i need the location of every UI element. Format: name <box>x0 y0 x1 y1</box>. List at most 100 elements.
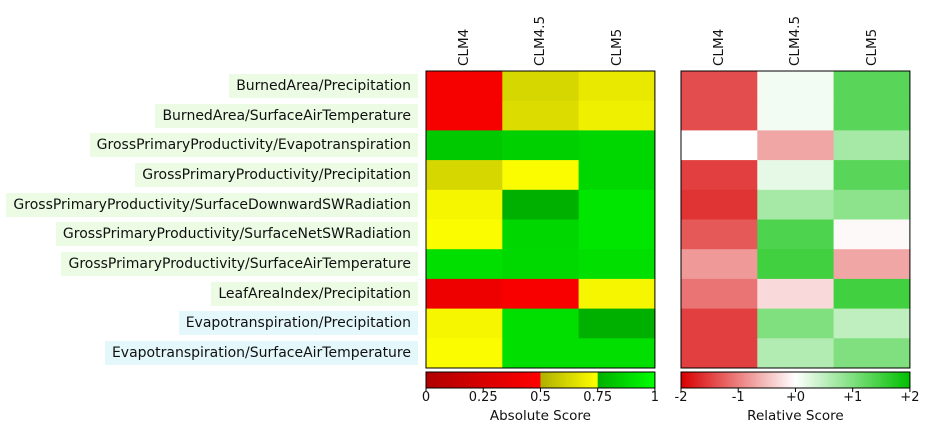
abs-colorbar-segment <box>472 372 475 388</box>
abs-colorbar-segment <box>587 372 589 388</box>
rel-colorbar-segment <box>816 372 818 388</box>
rel-colorbar-segment <box>832 372 835 388</box>
abs-colorbar-segment <box>508 372 510 388</box>
rel-colorbar-segment <box>907 372 910 388</box>
absolute-colorbar-title: Absolute Score <box>489 408 591 424</box>
abs-colorbar-segment <box>596 372 599 388</box>
rel-cell <box>681 189 758 220</box>
abs-cell <box>578 189 656 220</box>
rel-colorbar-segment <box>812 372 814 388</box>
abs-colorbar-segment <box>632 372 634 388</box>
abs-colorbar-segment <box>635 372 637 388</box>
abs-colorbar-segment <box>450 372 453 388</box>
abs-colorbar-segment <box>459 372 461 388</box>
abs-colorbar-segment <box>573 372 576 388</box>
rel-colorbar-segment <box>845 372 848 388</box>
abs-colorbar-segment <box>497 372 500 388</box>
abs-colorbar-segment <box>466 372 469 388</box>
rel-colorbar-segment <box>734 372 736 388</box>
rel-colorbar-segment <box>721 372 724 388</box>
rel-colorbar-segment <box>749 372 752 388</box>
rel-colorbar-segment <box>699 372 702 388</box>
abs-colorbar-segment <box>607 372 609 388</box>
rel-colorbar-segment <box>781 372 784 388</box>
abs-colorbar-segment <box>616 372 619 388</box>
abs-colorbar-segment <box>638 372 640 388</box>
abs-cell <box>502 160 580 191</box>
abs-colorbar-segment <box>452 372 454 388</box>
abs-colorbar-segment <box>537 372 539 388</box>
rel-colorbar-segment <box>698 372 701 388</box>
rel-colorbar-segment <box>723 372 726 388</box>
rel-colorbar-segment <box>712 372 714 388</box>
abs-colorbar-segment <box>564 372 567 388</box>
rel-colorbar-segment <box>762 372 764 388</box>
rel-cell <box>681 71 758 102</box>
rel-cell <box>757 100 835 131</box>
abs-colorbar-segment <box>558 372 560 388</box>
row-label: GrossPrimaryProductivity/SurfaceDownward… <box>6 192 418 217</box>
rel-colorbar-segment <box>777 372 780 388</box>
abs-colorbar-segment <box>602 372 605 388</box>
abs-colorbar-segment <box>467 372 470 388</box>
rel-colorbar-segment <box>761 372 763 388</box>
rel-colorbar-segment <box>858 372 861 388</box>
rel-colorbar-segment <box>779 372 782 388</box>
abs-colorbar-segment <box>473 372 476 388</box>
abs-colorbar-segment <box>621 372 624 388</box>
rel-colorbar-tick-label: -1 <box>731 390 745 405</box>
abs-colorbar-segment <box>548 372 551 388</box>
abs-colorbar-segment <box>611 372 613 388</box>
rel-colorbar-segment <box>862 372 864 388</box>
abs-colorbar-segment <box>525 372 528 388</box>
abs-colorbar-segment <box>471 372 474 388</box>
abs-colorbar-segment <box>487 372 490 388</box>
abs-colorbar-segment <box>575 372 578 388</box>
row-label: LeafAreaIndex/Precipitation <box>211 281 418 306</box>
abs-colorbar-segment <box>652 372 655 388</box>
abs-colorbar-segment <box>598 372 601 388</box>
abs-colorbar-segment <box>486 372 488 388</box>
absolute-heatmap-frame <box>425 70 656 369</box>
abs-colorbar-segment <box>553 372 556 388</box>
abs-colorbar-segment <box>514 372 517 388</box>
rel-colorbar-segment <box>829 372 832 388</box>
abs-colorbar-segment <box>593 372 596 388</box>
abs-colorbar-segment <box>535 372 537 388</box>
abs-colorbar-segment <box>583 372 585 388</box>
rel-colorbar-segment <box>807 372 810 388</box>
abs-colorbar-segment <box>541 372 544 388</box>
abs-colorbar-segment <box>474 372 477 388</box>
abs-colorbar-segment <box>480 372 482 388</box>
abs-colorbar-segment <box>531 372 533 388</box>
abs-colorbar-segment <box>626 372 629 388</box>
rel-colorbar-segment <box>817 372 819 388</box>
abs-colorbar-segment <box>444 372 447 388</box>
rel-colorbar-segment <box>735 372 737 388</box>
abs-colorbar-segment <box>449 372 452 388</box>
abs-colorbar-segment <box>453 372 455 388</box>
rel-colorbar-segment <box>882 372 885 388</box>
abs-cell <box>578 71 656 102</box>
abs-colorbar-segment <box>427 372 429 388</box>
rel-cell <box>681 308 758 339</box>
abs-colorbar-segment <box>646 372 649 388</box>
abs-colorbar-segment <box>600 372 603 388</box>
abs-colorbar-segment <box>464 372 467 388</box>
rel-cell <box>833 278 911 310</box>
rel-colorbar-segment <box>754 372 757 388</box>
abs-cell <box>426 189 503 220</box>
rel-colorbar-segment <box>746 372 749 388</box>
abs-colorbar-segment <box>614 372 616 388</box>
abs-colorbar-segment <box>527 372 530 388</box>
abs-colorbar-segment <box>574 372 577 388</box>
abs-colorbar-segment <box>597 372 600 388</box>
rel-colorbar-segment <box>901 372 904 388</box>
abs-colorbar-segment <box>432 372 434 388</box>
abs-colorbar-segment <box>545 372 548 388</box>
rel-colorbar-tick-label: -2 <box>674 390 688 405</box>
rel-colorbar-segment <box>711 372 713 388</box>
abs-colorbar-segment <box>460 372 462 388</box>
abs-colorbar-segment <box>643 372 646 388</box>
